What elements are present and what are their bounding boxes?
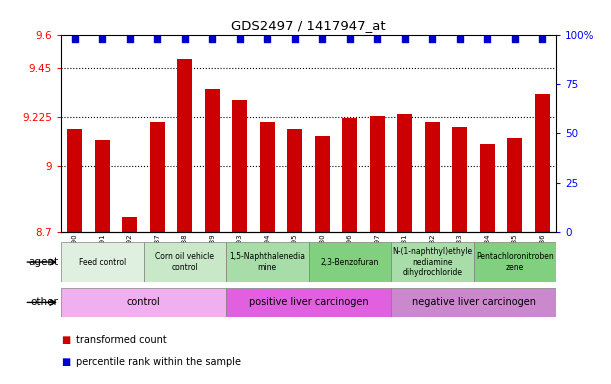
Bar <box>342 118 357 232</box>
Bar <box>205 89 220 232</box>
Text: other: other <box>30 297 58 308</box>
Bar <box>61 288 226 317</box>
Text: percentile rank within the sample: percentile rank within the sample <box>76 358 241 367</box>
Bar <box>232 101 247 232</box>
Bar <box>397 114 412 232</box>
Text: negative liver carcinogen: negative liver carcinogen <box>412 297 535 308</box>
Point <box>427 35 437 41</box>
Point <box>235 35 244 41</box>
Bar <box>507 138 522 232</box>
Text: agent: agent <box>28 257 58 267</box>
Point <box>70 35 79 41</box>
Text: 2,3-Benzofuran: 2,3-Benzofuran <box>321 258 379 266</box>
Bar <box>260 122 275 232</box>
Point <box>180 35 189 41</box>
Text: control: control <box>126 297 161 308</box>
Bar <box>122 217 137 232</box>
Text: N-(1-naphthyl)ethyle
nediamine
dihydrochloride: N-(1-naphthyl)ethyle nediamine dihydroch… <box>392 247 472 277</box>
Bar <box>452 127 467 232</box>
Bar <box>67 129 82 232</box>
Point <box>538 35 547 41</box>
Bar <box>315 136 330 232</box>
Bar <box>144 242 226 282</box>
Point <box>263 35 273 41</box>
Point <box>98 35 108 41</box>
Bar <box>370 116 385 232</box>
Bar <box>391 242 474 282</box>
Bar <box>425 122 440 232</box>
Bar <box>391 288 556 317</box>
Bar <box>95 140 110 232</box>
Point <box>345 35 354 41</box>
Point <box>290 35 300 41</box>
Text: Feed control: Feed control <box>79 258 126 266</box>
Text: ■: ■ <box>61 335 70 345</box>
Bar <box>226 288 391 317</box>
Bar <box>480 144 495 232</box>
Bar <box>474 242 556 282</box>
Point <box>318 35 327 41</box>
Text: positive liver carcinogen: positive liver carcinogen <box>249 297 368 308</box>
Point <box>510 35 519 41</box>
Point <box>400 35 409 41</box>
Point <box>207 35 218 41</box>
Point <box>153 35 163 41</box>
Bar <box>535 94 550 232</box>
Point <box>125 35 134 41</box>
Bar <box>61 242 144 282</box>
Text: transformed count: transformed count <box>76 335 167 345</box>
Title: GDS2497 / 1417947_at: GDS2497 / 1417947_at <box>231 19 386 32</box>
Point <box>482 35 492 41</box>
Text: 1,5-Naphthalenedia
mine: 1,5-Naphthalenedia mine <box>229 252 306 272</box>
Point <box>373 35 382 41</box>
Bar <box>150 122 165 232</box>
Text: Pentachloronitroben
zene: Pentachloronitroben zene <box>476 252 554 272</box>
Bar <box>226 242 309 282</box>
Bar <box>287 129 302 232</box>
Bar <box>177 59 192 232</box>
Point <box>455 35 464 41</box>
Text: ■: ■ <box>61 358 70 367</box>
Bar <box>309 242 391 282</box>
Text: Corn oil vehicle
control: Corn oil vehicle control <box>155 252 214 272</box>
